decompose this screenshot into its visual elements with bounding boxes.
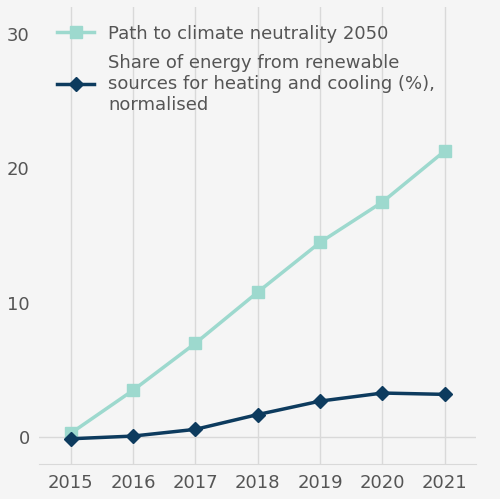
Legend: Path to climate neutrality 2050, Share of energy from renewable
sources for heat: Path to climate neutrality 2050, Share o… xyxy=(48,16,444,123)
